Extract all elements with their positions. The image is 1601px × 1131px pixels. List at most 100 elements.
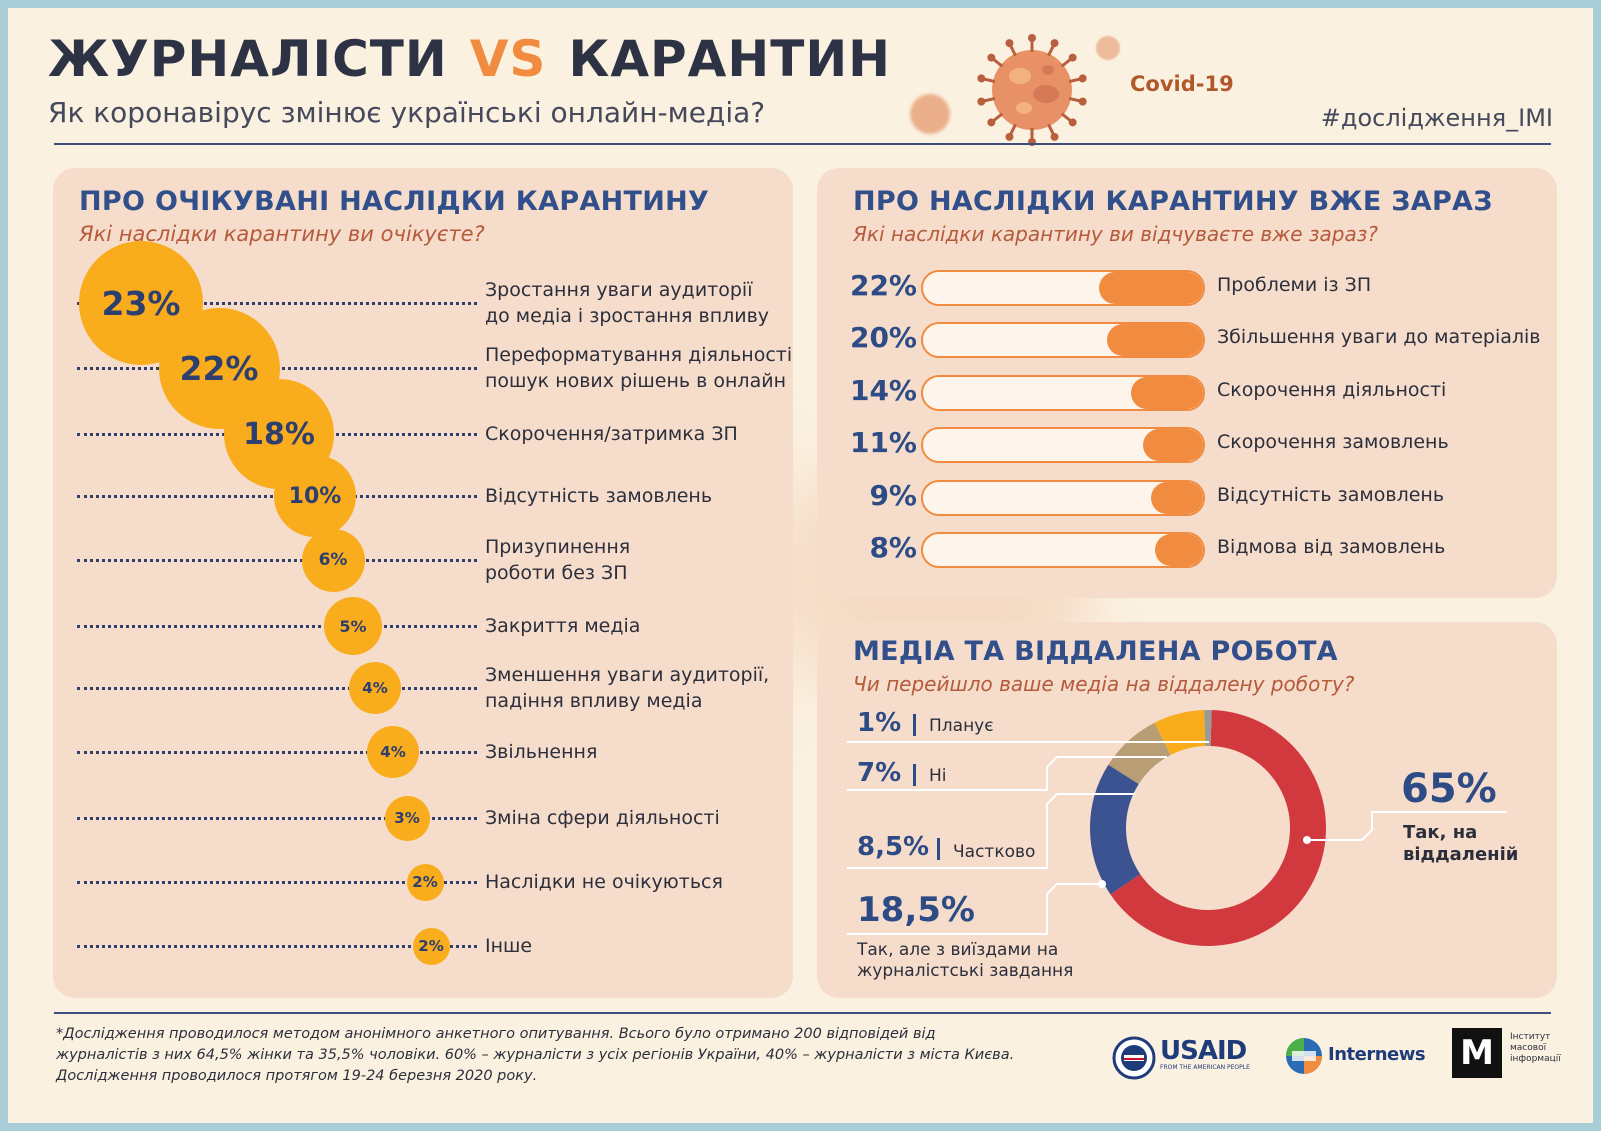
covid-label: Covid-19 [1130,72,1234,96]
virus-spike [1005,123,1017,141]
slice-partly [1108,722,1172,785]
footnote-line: Дослідження проводилося протягом 19-24 б… [56,1068,538,1084]
leader-line [847,883,1102,935]
expected-consequences-panel: ПРО ОЧІКУВАНІ НАСЛІДКИ КАРАНТИНУ Які нас… [53,168,793,998]
footnote-line: *Дослідження проводилося методом анонімн… [56,1026,936,1042]
bar-fill [1143,429,1203,462]
bubble-label: Переформатування діяльності, пошук нових … [485,342,793,394]
bar-row: 9% Відсутність замовлень [817,478,1557,520]
bubble-label: Наслідки не очікуються [485,869,723,895]
label-line: пошук нових рішень в онлайн [485,370,786,392]
title-vs: VS [469,30,547,88]
slice-label-plans: Планує [929,716,994,736]
separator [937,838,940,860]
slice-label-no: Ні [929,766,947,786]
page-subtitle: Як коронавірус змінює українські онлайн-… [48,96,766,129]
slice-trips [1090,764,1141,895]
internews-text: Internews [1328,1044,1426,1065]
bubble: 2% [412,927,450,965]
remote-work-panel: МЕДІА ТА ВІДДАЛЕНА РОБОТА Чи перейшло ва… [817,622,1557,998]
label-line: Скорочення/затримка ЗП [485,423,738,445]
bar-label: Відсутність замовлень [1217,483,1445,506]
slice-remote [1110,710,1326,946]
label-line: Зростання уваги аудиторії [485,279,753,301]
label-line: Так, але з виїздами на [857,940,1059,960]
usaid-logo: USAID FROM THE AMERICAN PEOPLE [1112,1032,1262,1084]
bubble-row: 22% Переформатування діяльності, пошук нов… [77,307,793,429]
bubble: 4% [367,726,419,778]
label-line: до медіа і зростання впливу [485,305,770,327]
current-consequences-panel: ПРО НАСЛІДКИ КАРАНТИНУ ВЖЕ ЗАРАЗ Які нас… [817,168,1557,598]
bubble-row: 4% Звільнення [77,722,793,782]
footnote-line: журналістів з них 64,5% жінки та 35,5% ч… [56,1047,1015,1063]
bar-track [921,479,1205,516]
separator [913,764,916,786]
label-line: Переформатування діяльності, [485,344,793,366]
leader-line [847,756,1167,791]
slice-pct-partly: 8,5% [857,832,930,862]
imi-name: Інститут масової інформації [1510,1032,1561,1065]
bar-row: 11% Скорочення замовлень [817,425,1557,467]
bar-fill [1131,376,1203,409]
hashtag: #дослідження_IMI [1320,104,1553,132]
bubble-row: 2% Інше [77,916,793,976]
bubble-label: Зростання уваги аудиторії до медіа і зрос… [485,277,769,329]
virus-spike [1028,34,1036,52]
panel-subtitle: Які наслідки карантину ви відчуваєте вже… [853,222,1378,246]
bubble-row: 23% Зростання уваги аудиторії до медіа і з… [77,241,793,365]
usaid-wordmark: USAID [1160,1036,1247,1066]
bar-label: Скорочення діяльності [1217,378,1447,401]
label-line: роботи без ЗП [485,562,628,584]
bubble-label: Зміна сфери діяльності [485,805,720,831]
label-line: падіння впливу медіа [485,690,703,712]
label-line: Так, на [1403,822,1478,843]
bar-track [921,322,1205,359]
virus-spike [1047,123,1059,141]
bar-label: Збільшення уваги до матеріалів [1217,326,1541,349]
leader-dots [77,945,477,948]
virus-spike [977,74,996,84]
imi-logo: М Інститут масової інформації [1452,1028,1562,1084]
bar-pct: 22% [849,269,917,302]
virus-spike [1060,53,1077,68]
label-line: Інше [485,935,533,957]
imi-name-line: інформації [1510,1054,1561,1064]
page-title: ЖУРНАЛІСТИ VS КАРАНТИН [48,30,891,88]
bar-pct: 20% [849,321,917,355]
bar-fill [1107,324,1203,357]
bubble: 10% [274,455,356,537]
usaid-text: USAID [1160,1036,1247,1066]
leader-dots [77,302,477,305]
label-line: Зменшення уваги аудиторії, [485,664,770,686]
separator [913,714,916,736]
bar-pct: 14% [849,373,917,407]
virus-spike [987,112,1004,127]
leader-dots [77,559,477,562]
slice-pct-trips: 18,5% [857,890,975,930]
virus-spike [987,53,1004,68]
bubble-label: Інше [485,933,532,959]
imi-mark: М [1452,1028,1502,1078]
leader-dot [1303,836,1311,844]
bar-fill [1099,272,1203,304]
bubble-row: 5% Закриття медіа [77,596,793,656]
bubble-label: Звільнення [485,739,597,765]
virus-spike [1047,39,1059,57]
bubble-label: Закриття медіа [485,613,640,639]
bar-row: 8% Відмова від замовлень [817,530,1557,572]
slice-label-remote: Так, на віддаленій [1403,822,1518,866]
bubble-label: Зменшення уваги аудиторії, падіння впливу… [485,662,769,714]
bubble-row: 4% Зменшення уваги аудиторії, падіння впли… [77,658,793,718]
usaid-seal-icon [1112,1036,1156,1080]
leader-dots [77,817,477,820]
bubble: 4% [349,662,401,714]
bubble: 6% [301,528,365,592]
leader-dots [77,751,477,754]
label-line: Звільнення [485,741,598,763]
label-line: Зміна сфери діяльності [485,807,720,829]
slice-label-trips: Так, але з виїздами на журналістські зав… [857,940,1073,982]
usaid-tagline: FROM THE AMERICAN PEOPLE [1160,1064,1250,1071]
bubble-row: 18% Скорочення/затримка ЗП [77,379,793,489]
header-divider [54,143,1551,145]
leader-dots [77,625,477,628]
